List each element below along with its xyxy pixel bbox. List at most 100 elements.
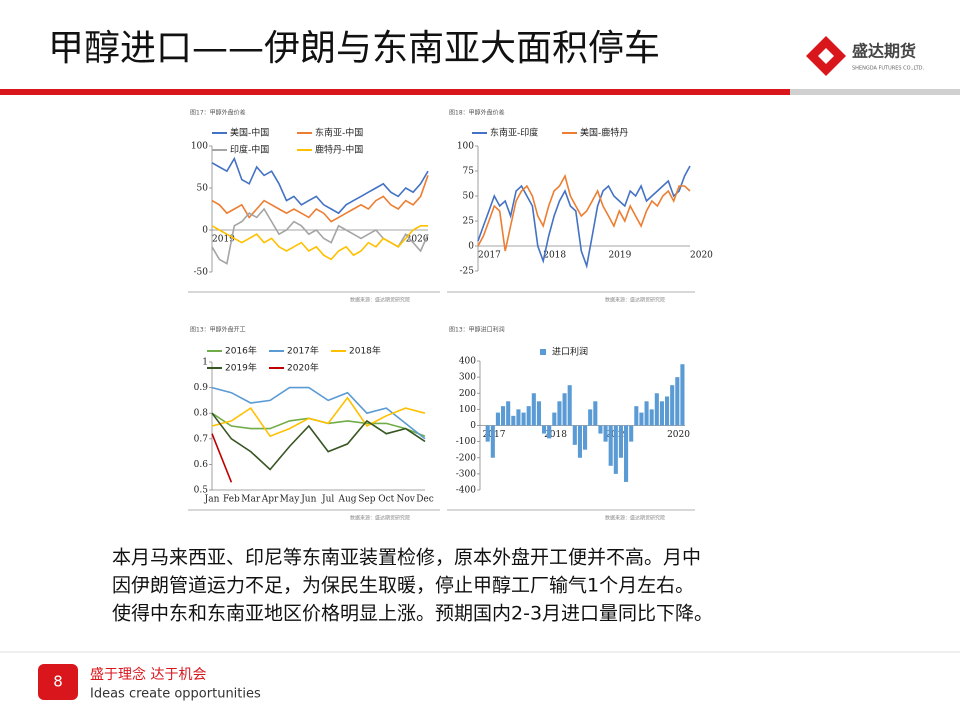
series-line <box>477 165 691 270</box>
series-line <box>211 396 426 438</box>
chart-title: 图17：甲醇外盘价差 <box>190 109 246 117</box>
bar <box>588 409 593 426</box>
bar <box>495 412 500 426</box>
legend-label: 2017年 <box>287 345 319 357</box>
logo-text: 盛达期货 <box>852 42 916 61</box>
bar <box>536 401 541 426</box>
title-rule <box>0 89 790 95</box>
logo-mark-inner <box>818 48 834 64</box>
body-line: 因伊朗管道运力不足，为保民生取暖，停止甲醇工厂输气1个月左右。 <box>112 575 694 597</box>
bar <box>526 406 531 426</box>
bar <box>603 425 608 442</box>
bar <box>680 364 685 426</box>
body-line: 本月马来西亚、印尼等东南亚装置检修，原本外盘开工便并不高。月中 <box>112 547 701 569</box>
bar <box>557 401 562 426</box>
legend-label: 鹿特丹-中国 <box>315 144 363 156</box>
series-line <box>211 412 426 471</box>
legend-label: 东南亚-中国 <box>315 127 363 139</box>
y-tick-label: 400 <box>459 357 476 367</box>
y-tick-label: 50 <box>463 192 475 202</box>
x-tick-label: Jan <box>204 495 220 505</box>
page-badge <box>38 664 78 700</box>
x-tick-label: Apr <box>261 495 279 505</box>
bar <box>501 406 506 426</box>
logo: 盛达期货 SHENGDA FUTURES CO.,LTD. <box>806 36 925 76</box>
legend-label: 美国-中国 <box>230 127 269 139</box>
bar <box>629 425 634 442</box>
y-tick-label: -100 <box>456 437 476 447</box>
chart-title: 图18：甲醇外盘价差 <box>449 109 505 117</box>
x-tick-label: Jun <box>300 495 316 505</box>
slogan-en: Ideas create opportunities <box>90 687 261 702</box>
bar <box>644 401 649 426</box>
bar <box>593 401 598 426</box>
chart-title: 图13：甲醇外盘开工 <box>190 326 246 334</box>
x-tick-label: May <box>280 495 301 505</box>
y-tick-label: 100 <box>457 142 474 152</box>
x-tick-label: Oct <box>378 495 394 505</box>
chart-source: 数据来源：盛达期货研究院 <box>350 297 410 304</box>
title-rule-gray <box>790 89 960 95</box>
bar <box>490 425 495 458</box>
bar <box>521 412 526 426</box>
bar <box>583 425 588 450</box>
legend-label: 2019年 <box>225 362 257 374</box>
legend-label: 2018年 <box>349 345 381 357</box>
y-tick-label: 300 <box>459 373 476 383</box>
bar <box>531 393 536 426</box>
bar <box>624 425 629 482</box>
y-tick-label: 0 <box>468 242 474 252</box>
x-tick-label: Mar <box>241 495 261 505</box>
bar <box>649 409 654 426</box>
series-line <box>211 156 429 215</box>
bar <box>639 412 644 426</box>
x-tick-label: 2018 <box>543 251 566 261</box>
y-tick-label: 100 <box>459 405 476 415</box>
chart-title: 图13：甲醇进口利润 <box>449 326 505 334</box>
page-number: 8 <box>53 673 63 691</box>
chart-source: 数据来源：盛达期货研究院 <box>350 515 410 522</box>
y-tick-label: -300 <box>456 469 476 479</box>
x-tick-label: Dec <box>416 495 434 505</box>
series-line <box>211 225 428 261</box>
legend-label: 印度-中国 <box>230 144 269 156</box>
bar <box>613 425 618 474</box>
x-tick-label: Feb <box>223 495 240 505</box>
y-tick-label: 25 <box>463 217 475 227</box>
chart-source: 数据来源：盛达期货研究院 <box>605 515 665 522</box>
bar <box>485 425 490 442</box>
x-tick-label: Nov <box>396 495 415 505</box>
y-tick-label: -50 <box>194 268 209 278</box>
x-tick-label: 2017 <box>478 251 501 261</box>
x-tick-label: Sep <box>358 495 375 505</box>
slide-title: 甲醇进口——伊朗与东南亚大面积停车 <box>48 28 660 69</box>
legend-label: 2016年 <box>225 345 257 357</box>
x-tick-label: 2019 <box>608 251 631 261</box>
legend-label: 东南亚-印度 <box>490 127 538 139</box>
y-tick-label: 75 <box>463 167 475 177</box>
bar <box>542 425 547 434</box>
series-line <box>211 386 426 440</box>
y-tick-label: 100 <box>191 142 208 152</box>
series-line <box>477 173 691 252</box>
bar <box>547 425 552 439</box>
y-tick-label: 0.6 <box>194 460 209 470</box>
x-tick-label: 2020 <box>690 251 713 261</box>
y-tick-label: -400 <box>456 486 476 496</box>
y-tick-label: -200 <box>456 453 476 463</box>
bar <box>618 425 623 458</box>
y-tick-label: 1 <box>202 358 208 368</box>
x-tick-label: 2020 <box>667 430 690 440</box>
bar <box>511 415 516 426</box>
y-tick-label: -25 <box>460 267 475 277</box>
bar <box>572 425 577 445</box>
bar <box>654 393 659 426</box>
legend-label: 2020年 <box>287 362 319 374</box>
legend-label: 进口利润 <box>552 346 588 358</box>
y-tick-label: 200 <box>459 389 476 399</box>
x-tick-label: 2018 <box>544 430 567 440</box>
bar <box>608 425 613 466</box>
y-tick-label: 0.7 <box>194 434 209 444</box>
